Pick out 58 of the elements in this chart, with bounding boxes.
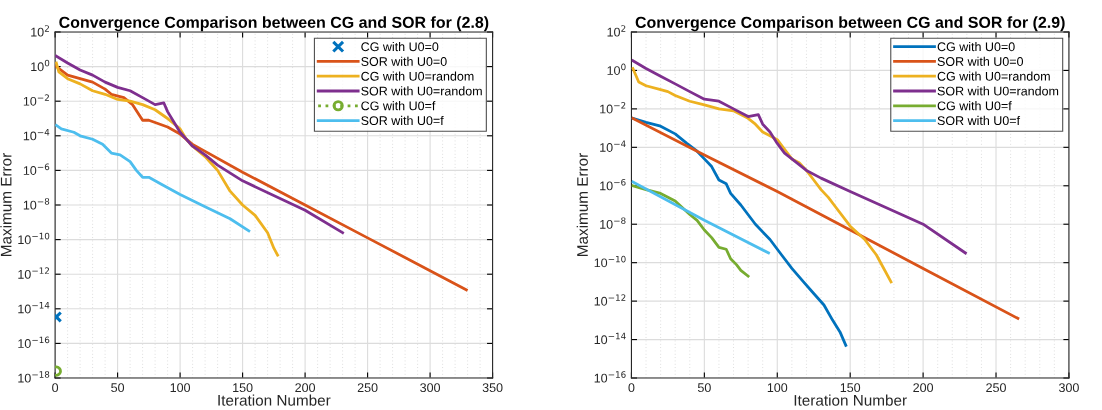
- x-tick-label: 300: [1058, 383, 1079, 393]
- y-tick-label: 10$^{−4}$: [600, 140, 626, 152]
- y-tick-label: 10$^{2}$: [31, 25, 49, 37]
- legend-label: CG with U0=f: [937, 101, 1012, 111]
- legend-label: SOR with U0=f: [361, 115, 444, 126]
- y-tick-label: 10$^{−16}$: [18, 336, 50, 348]
- legend-label: CG with U0=0: [361, 41, 439, 52]
- chart-title: Convergence Comparison between CG and SOR for (2.8): [59, 16, 489, 32]
- x-tick-label: 200: [295, 383, 316, 393]
- y-axis-title: Maximum Error: [0, 153, 12, 256]
- legend-label: CG with U0=f: [361, 101, 436, 111]
- y-tick-label: 10$^{−10}$: [594, 255, 626, 268]
- line-series: [631, 117, 1020, 320]
- y-axis-title: Maximum Error: [576, 153, 588, 256]
- x-tick-label: 350: [482, 383, 503, 393]
- x-tick-label: 50: [697, 383, 711, 393]
- y-tick-label: 10$^{−6}$: [23, 163, 50, 175]
- y-tick-label: 10$^{−12}$: [594, 294, 626, 306]
- legend-label: CG with U0=random: [937, 71, 1050, 81]
- x-tick-label: 150: [233, 383, 253, 393]
- x-tick-label: 100: [170, 383, 191, 393]
- legend-label: SOR with U0=random: [937, 86, 1059, 96]
- legend-label: CG with U0=random: [361, 71, 474, 81]
- y-tick-label: 10$^{−16}$: [594, 371, 626, 383]
- y-tick-label: 10$^{−2}$: [600, 102, 626, 114]
- x-axis-title: Iteration Number: [794, 394, 907, 406]
- x-tick-label: 0: [52, 383, 59, 393]
- x-tick-label: 100: [767, 383, 788, 393]
- line-series: [55, 54, 344, 235]
- y-tick-label: 10$^{−2}$: [23, 94, 49, 106]
- legend-label: SOR with U0=random: [361, 86, 482, 96]
- legend-label: CG with U0=0: [937, 41, 1015, 52]
- chart-title: Convergence Comparison between CG and SOR for (2.9): [635, 16, 1065, 32]
- x-tick-label: 200: [913, 383, 934, 393]
- x-tick-label: 50: [111, 383, 125, 393]
- y-tick-label: 10$^{−14}$: [594, 332, 626, 345]
- x-axis-title: Iteration Number: [218, 394, 331, 406]
- x-tick-label: 300: [420, 383, 441, 393]
- x-tick-label: 250: [357, 383, 378, 393]
- y-tick-label: 10$^{−8}$: [23, 198, 50, 210]
- line-series: [55, 123, 251, 233]
- y-tick-label: 10$^{0}$: [31, 59, 50, 72]
- y-tick-label: 10$^{−10}$: [18, 232, 50, 245]
- legend-label: SOR with U0=f: [937, 115, 1021, 126]
- x-tick-label: 0: [628, 383, 635, 393]
- line-series: [631, 117, 848, 347]
- x-tick-label: 250: [986, 383, 1006, 393]
- x-tick-label: 150: [840, 383, 861, 393]
- y-tick-label: 10$^{−12}$: [18, 267, 49, 279]
- legend-label: SOR with U0=0: [361, 56, 447, 66]
- legend-label: SOR with U0=0: [937, 56, 1024, 66]
- y-tick-label: 10$^{−18}$: [18, 371, 50, 383]
- y-tick-label: 10$^{−8}$: [600, 217, 626, 229]
- y-tick-label: 10$^{−4}$: [23, 129, 50, 141]
- y-tick-label: 10$^{−6}$: [600, 178, 626, 191]
- y-tick-label: 10$^{−14}$: [18, 302, 50, 314]
- y-tick-label: 10$^{0}$: [607, 63, 626, 75]
- y-tick-label: 10$^{2}$: [607, 25, 626, 37]
